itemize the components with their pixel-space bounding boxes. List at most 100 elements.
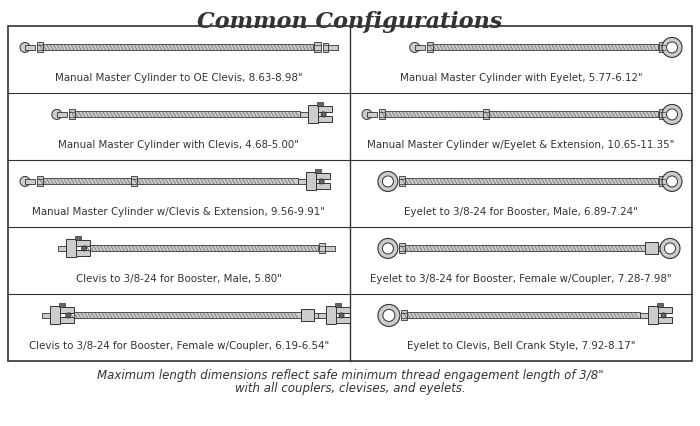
Bar: [336, 308, 350, 314]
Bar: [326, 306, 336, 325]
Bar: [76, 240, 90, 246]
Circle shape: [383, 309, 395, 322]
Bar: [314, 43, 321, 52]
Text: Clevis to 3/8-24 for Booster, Female w/Coupler, 6.19-6.54": Clevis to 3/8-24 for Booster, Female w/C…: [29, 341, 329, 351]
Bar: [57, 112, 66, 117]
Bar: [75, 236, 80, 240]
Bar: [58, 246, 66, 251]
Bar: [328, 45, 338, 50]
Bar: [367, 112, 377, 117]
Circle shape: [662, 104, 682, 124]
Bar: [132, 176, 137, 187]
Circle shape: [666, 109, 678, 120]
Bar: [318, 106, 332, 112]
Circle shape: [339, 313, 344, 318]
Bar: [657, 303, 663, 308]
Circle shape: [82, 246, 87, 251]
Bar: [659, 176, 665, 187]
Text: Common Configurations: Common Configurations: [197, 11, 503, 33]
Bar: [659, 43, 665, 52]
Bar: [401, 311, 407, 320]
Bar: [659, 109, 665, 119]
Bar: [407, 312, 640, 319]
Circle shape: [66, 313, 71, 318]
Bar: [37, 43, 43, 52]
Bar: [42, 313, 50, 318]
Bar: [318, 313, 326, 318]
Bar: [74, 312, 301, 319]
Bar: [306, 173, 316, 190]
Circle shape: [660, 239, 680, 259]
Bar: [325, 246, 335, 251]
Text: Eyelet to Clevis, Bell Crank Style, 7.92-8.17": Eyelet to Clevis, Bell Crank Style, 7.92…: [407, 341, 636, 351]
Bar: [414, 45, 425, 50]
Bar: [433, 44, 658, 50]
Bar: [385, 112, 483, 118]
Bar: [301, 309, 314, 322]
Circle shape: [20, 176, 30, 187]
Text: with all couplers, clevises, and eyelets.: with all couplers, clevises, and eyelets…: [234, 382, 466, 395]
Bar: [25, 179, 35, 184]
Bar: [399, 243, 405, 253]
Bar: [316, 173, 330, 179]
Circle shape: [662, 171, 682, 191]
Bar: [323, 43, 328, 52]
Bar: [315, 170, 321, 173]
Circle shape: [52, 109, 62, 119]
Text: Manual Master Cylinder to OE Clevis, 8.63-8.98": Manual Master Cylinder to OE Clevis, 8.6…: [55, 72, 303, 83]
Circle shape: [378, 239, 398, 259]
Circle shape: [664, 243, 676, 254]
Circle shape: [661, 313, 666, 318]
Bar: [483, 109, 489, 119]
Circle shape: [378, 171, 398, 191]
Bar: [658, 308, 672, 314]
Bar: [69, 109, 75, 119]
Text: Clevis to 3/8-24 for Booster, Male, 5.80": Clevis to 3/8-24 for Booster, Male, 5.80…: [76, 273, 282, 284]
Circle shape: [662, 37, 682, 58]
Bar: [319, 243, 325, 253]
Circle shape: [382, 176, 393, 187]
Bar: [43, 44, 313, 50]
Circle shape: [378, 305, 400, 326]
Bar: [379, 109, 385, 119]
Bar: [300, 112, 308, 117]
Text: Eyelet to 3/8-24 for Booster, Male, 6.89-7.24": Eyelet to 3/8-24 for Booster, Male, 6.89…: [404, 207, 638, 216]
Bar: [308, 106, 318, 124]
Bar: [645, 242, 658, 254]
Text: Manual Master Cylinder w/Eyelet & Extension, 10.65-11.35": Manual Master Cylinder w/Eyelet & Extens…: [368, 140, 675, 150]
Bar: [317, 102, 323, 106]
Text: Maximum length dimensions reflect safe minimum thread engagement length of 3/8": Maximum length dimensions reflect safe m…: [97, 369, 603, 382]
Bar: [405, 245, 645, 251]
Bar: [50, 306, 60, 325]
Bar: [25, 45, 35, 50]
Bar: [399, 176, 405, 187]
Bar: [43, 178, 132, 184]
Bar: [60, 308, 74, 314]
Bar: [8, 26, 692, 361]
Circle shape: [20, 43, 30, 52]
Bar: [66, 239, 76, 257]
Circle shape: [362, 109, 372, 119]
Bar: [316, 184, 330, 190]
Bar: [318, 116, 332, 122]
Bar: [335, 303, 341, 308]
Circle shape: [410, 43, 420, 52]
Bar: [90, 245, 318, 251]
Bar: [60, 317, 74, 323]
Bar: [298, 179, 306, 184]
Bar: [336, 317, 350, 323]
Bar: [37, 176, 43, 187]
Bar: [640, 313, 648, 318]
Bar: [658, 317, 672, 323]
Circle shape: [382, 243, 393, 254]
Bar: [75, 112, 300, 118]
Text: Manual Master Cylinder with Eyelet, 5.77-6.12": Manual Master Cylinder with Eyelet, 5.77…: [400, 72, 643, 83]
Bar: [59, 303, 65, 308]
Circle shape: [666, 176, 678, 187]
Text: Manual Master Cylinder w/Clevis & Extension, 9.56-9.91": Manual Master Cylinder w/Clevis & Extens…: [32, 207, 326, 216]
Bar: [427, 43, 433, 52]
Bar: [314, 313, 320, 318]
Text: Manual Master Cylinder with Clevis, 4.68-5.00": Manual Master Cylinder with Clevis, 4.68…: [59, 140, 300, 150]
Text: Eyelet to 3/8-24 for Booster, Female w/Coupler, 7.28-7.98": Eyelet to 3/8-24 for Booster, Female w/C…: [370, 273, 672, 284]
Bar: [137, 178, 298, 184]
